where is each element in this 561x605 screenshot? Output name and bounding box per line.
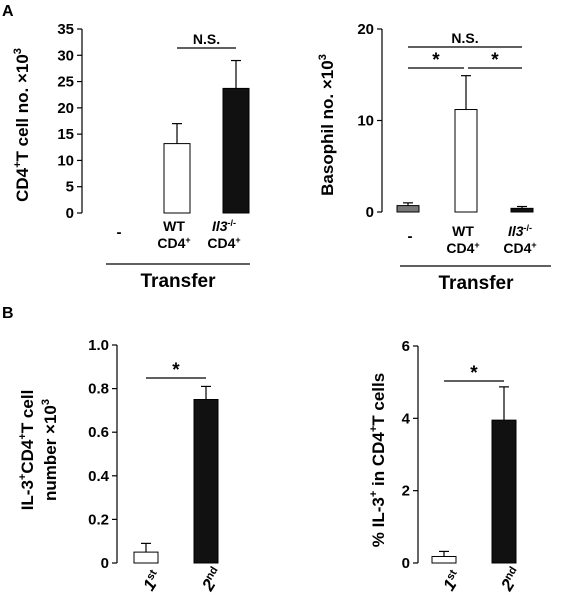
bars [396, 75, 534, 213]
y-tick-label: 25 [57, 74, 74, 91]
significance-annotations: N.S. * * [408, 30, 522, 71]
significance-annotations: * [146, 360, 206, 381]
bar [454, 109, 478, 213]
bar [396, 205, 420, 213]
x-label-1st: 1st [139, 567, 165, 594]
significance-label: * [432, 50, 440, 71]
bar [491, 419, 517, 564]
y-axis: 0 2 4 6 [402, 338, 419, 572]
significance-annotations: N.S. [177, 31, 236, 49]
y-tick-label: 1.0 [88, 337, 109, 354]
y-tick-label: 30 [57, 47, 74, 64]
y-tick-label: 35 [57, 21, 74, 38]
significance-label: N.S. [451, 30, 478, 46]
y-tick-label: 0 [402, 555, 410, 572]
panel-label-a: A [2, 3, 14, 20]
group-label: Transfer [439, 273, 515, 294]
y-tick-label: 10 [357, 113, 374, 130]
x-label-il3-ko-cd4: CD4+ [207, 235, 240, 251]
significance-label: * [470, 363, 478, 384]
bar [133, 551, 159, 564]
y-tick-label: 4 [402, 410, 411, 427]
bar [222, 87, 250, 214]
chart-il3-percent: % IL-3+ in CD4+T cells 0 2 4 6 * 1st 2nd [368, 338, 526, 595]
x-label-wt: WT [452, 223, 474, 239]
significance-label: * [491, 50, 499, 71]
x-label-wt-cd4: CD4+ [157, 235, 190, 251]
bars [133, 385, 219, 564]
y-tick-label: 20 [57, 100, 74, 117]
bars [163, 59, 250, 214]
x-label-wt: WT [163, 218, 185, 234]
panel-label-b: B [2, 305, 14, 322]
y-tick-label: 6 [402, 338, 410, 355]
significance-label: N.S. [193, 31, 220, 47]
bar [163, 143, 191, 214]
x-label-il3-ko: Il3-/- [212, 218, 236, 234]
bar [431, 555, 457, 564]
y-tick-label: 0 [66, 205, 74, 222]
y-tick-label: 0.4 [88, 468, 110, 485]
y-tick-label: 0.8 [88, 381, 109, 398]
x-label-2nd: 2nd [497, 565, 526, 595]
y-tick-label: 0 [366, 204, 374, 221]
y-tick-label: 2 [402, 483, 410, 500]
y-axis: 0 5 10 15 20 25 30 35 [57, 21, 83, 222]
x-label-il3-ko-cd4: CD4+ [503, 240, 536, 256]
y-axis: 0 10 20 [357, 21, 383, 221]
y-axis-label: % IL-3+ in CD4+T cells [368, 373, 388, 547]
y-tick-label: 0.6 [88, 424, 109, 441]
significance-annotations: * [444, 363, 504, 384]
bar [193, 399, 219, 564]
y-tick-label: 10 [57, 152, 74, 169]
chart-basophil-number: Basophil no. ×103 0 10 20 N.S. * * - WT CD4+… [317, 21, 551, 294]
bar [510, 207, 534, 213]
y-tick-label: 0.2 [88, 511, 109, 528]
y-axis-label: CD4+T cell no. ×103 [12, 48, 32, 202]
bars [431, 386, 517, 564]
x-label-wt-cd4: CD4+ [446, 240, 479, 256]
y-tick-label: 0 [101, 555, 109, 572]
x-label-il3-ko: Il3-/- [508, 223, 532, 239]
y-tick-label: 5 [66, 179, 74, 196]
y-tick-label: 20 [357, 21, 374, 38]
significance-label: * [172, 360, 180, 381]
y-axis: 0 0.2 0.4 0.6 0.8 1.0 [88, 337, 118, 572]
y-tick-label: 15 [57, 126, 74, 143]
chart-il3-cd4-number: IL-3+CD4+T cell number ×103 0 0.2 0.4 0.6 0.… [17, 337, 227, 595]
x-label-none: - [408, 228, 413, 245]
x-label-1st: 1st [439, 567, 465, 594]
y-axis-label-line2: number ×103 [40, 399, 60, 501]
x-label-none: - [117, 224, 122, 241]
y-axis-label: Basophil no. ×103 [317, 54, 337, 196]
group-label: Transfer [141, 271, 217, 292]
x-label-2nd: 2nd [198, 565, 227, 595]
y-axis-label-line1: IL-3+CD4+T cell [17, 390, 37, 511]
